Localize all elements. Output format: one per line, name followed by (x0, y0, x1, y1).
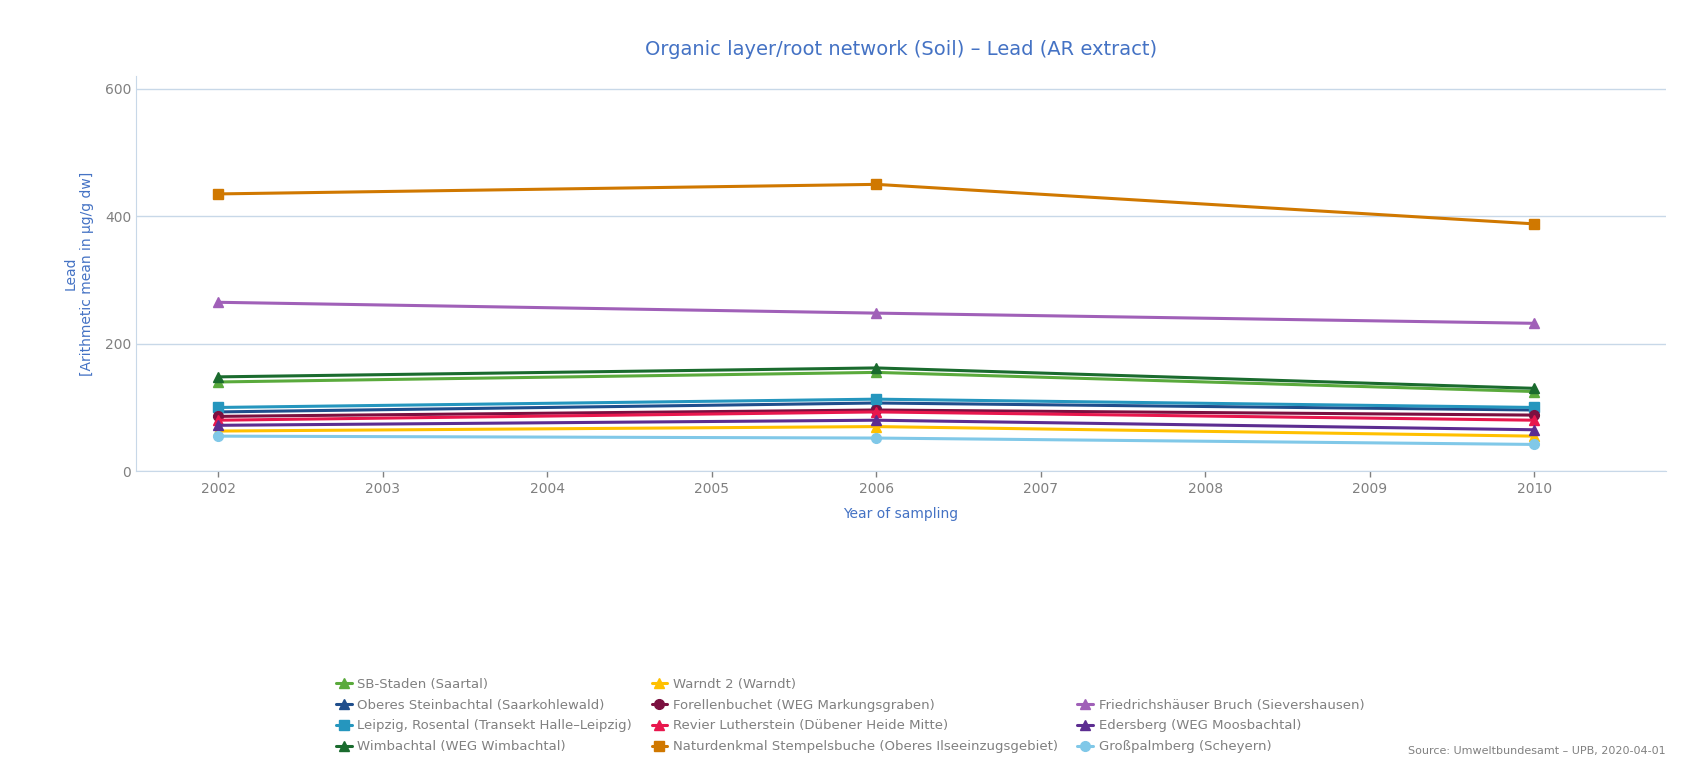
Warndt 2 (Warndt) (1525, 432, 1545, 441)
Line: Naturdenkmal Stempelsbuche (Oberes Ilseeinzugsgebiet): Naturdenkmal Stempelsbuche (Oberes Ilsee… (214, 179, 1538, 229)
Wimbachtal (WEG Wimbachtal) (865, 363, 886, 372)
Warndt 2 (Warndt) (207, 426, 228, 435)
Großpalmberg (Scheyern) (1525, 440, 1545, 449)
X-axis label: Year of sampling: Year of sampling (843, 507, 959, 521)
Naturdenkmal Stempelsbuche (Oberes Ilseeinzugsgebiet) (865, 180, 886, 189)
Forellenbuchet (WEG Markungsgraben) (207, 412, 228, 421)
Title: Organic layer/root network (Soil) – Lead (AR extract): Organic layer/root network (Soil) – Lead… (644, 40, 1158, 59)
Großpalmberg (Scheyern) (207, 432, 228, 441)
Wimbachtal (WEG Wimbachtal) (207, 372, 228, 382)
Friedrichshäuser Bruch (Sievershausen) (1525, 318, 1545, 328)
Oberes Steinbachtal (Saarkohlewald) (207, 407, 228, 416)
Forellenbuchet (WEG Markungsgraben) (1525, 410, 1545, 420)
Line: Forellenbuchet (WEG Markungsgraben): Forellenbuchet (WEG Markungsgraben) (214, 405, 1538, 421)
Line: Leipzig, Rosental (Transekt Halle–Leipzig): Leipzig, Rosental (Transekt Halle–Leipzi… (214, 394, 1538, 413)
Naturdenkmal Stempelsbuche (Oberes Ilseeinzugsgebiet) (207, 189, 228, 198)
Leipzig, Rosental (Transekt Halle–Leipzig) (207, 403, 228, 412)
Line: Edersberg (WEG Moosbachtal): Edersberg (WEG Moosbachtal) (214, 416, 1538, 435)
Revier Lutherstein (Dübener Heide Mitte) (1525, 416, 1545, 425)
Oberes Steinbachtal (Saarkohlewald) (865, 398, 886, 407)
Text: Source: Umweltbundesamt – UPB, 2020-04-01: Source: Umweltbundesamt – UPB, 2020-04-0… (1408, 746, 1666, 756)
Großpalmberg (Scheyern) (865, 433, 886, 442)
Line: Oberes Steinbachtal (Saarkohlewald): Oberes Steinbachtal (Saarkohlewald) (214, 398, 1538, 416)
Y-axis label: Lead
[Arithmetic mean in µg/g dw]: Lead [Arithmetic mean in µg/g dw] (63, 172, 94, 375)
Naturdenkmal Stempelsbuche (Oberes Ilseeinzugsgebiet) (1525, 220, 1545, 229)
Wimbachtal (WEG Wimbachtal) (1525, 384, 1545, 393)
Legend: SB-Staden (Saartal), Oberes Steinbachtal (Saarkohlewald), Leipzig, Rosental (Tra: SB-Staden (Saartal), Oberes Steinbachtal… (337, 678, 1363, 753)
Warndt 2 (Warndt) (865, 422, 886, 431)
Friedrichshäuser Bruch (Sievershausen) (207, 298, 228, 307)
Line: Warndt 2 (Warndt): Warndt 2 (Warndt) (214, 422, 1538, 441)
Line: Großpalmberg (Scheyern): Großpalmberg (Scheyern) (214, 431, 1538, 449)
Line: Wimbachtal (WEG Wimbachtal): Wimbachtal (WEG Wimbachtal) (214, 363, 1538, 393)
Leipzig, Rosental (Transekt Halle–Leipzig) (865, 394, 886, 404)
SB-Staden (Saartal) (865, 368, 886, 377)
Edersberg (WEG Moosbachtal) (207, 421, 228, 430)
Line: Friedrichshäuser Bruch (Sievershausen): Friedrichshäuser Bruch (Sievershausen) (214, 297, 1538, 328)
Revier Lutherstein (Dübener Heide Mitte) (865, 407, 886, 416)
Line: Revier Lutherstein (Dübener Heide Mitte): Revier Lutherstein (Dübener Heide Mitte) (214, 407, 1538, 425)
Edersberg (WEG Moosbachtal) (1525, 425, 1545, 434)
SB-Staden (Saartal) (1525, 387, 1545, 396)
Line: SB-Staden (Saartal): SB-Staden (Saartal) (214, 368, 1538, 397)
Friedrichshäuser Bruch (Sievershausen) (865, 309, 886, 318)
Forellenbuchet (WEG Markungsgraben) (865, 405, 886, 414)
Revier Lutherstein (Dübener Heide Mitte) (207, 416, 228, 425)
Leipzig, Rosental (Transekt Halle–Leipzig) (1525, 403, 1545, 412)
Edersberg (WEG Moosbachtal) (865, 416, 886, 425)
SB-Staden (Saartal) (207, 378, 228, 387)
Oberes Steinbachtal (Saarkohlewald) (1525, 405, 1545, 414)
